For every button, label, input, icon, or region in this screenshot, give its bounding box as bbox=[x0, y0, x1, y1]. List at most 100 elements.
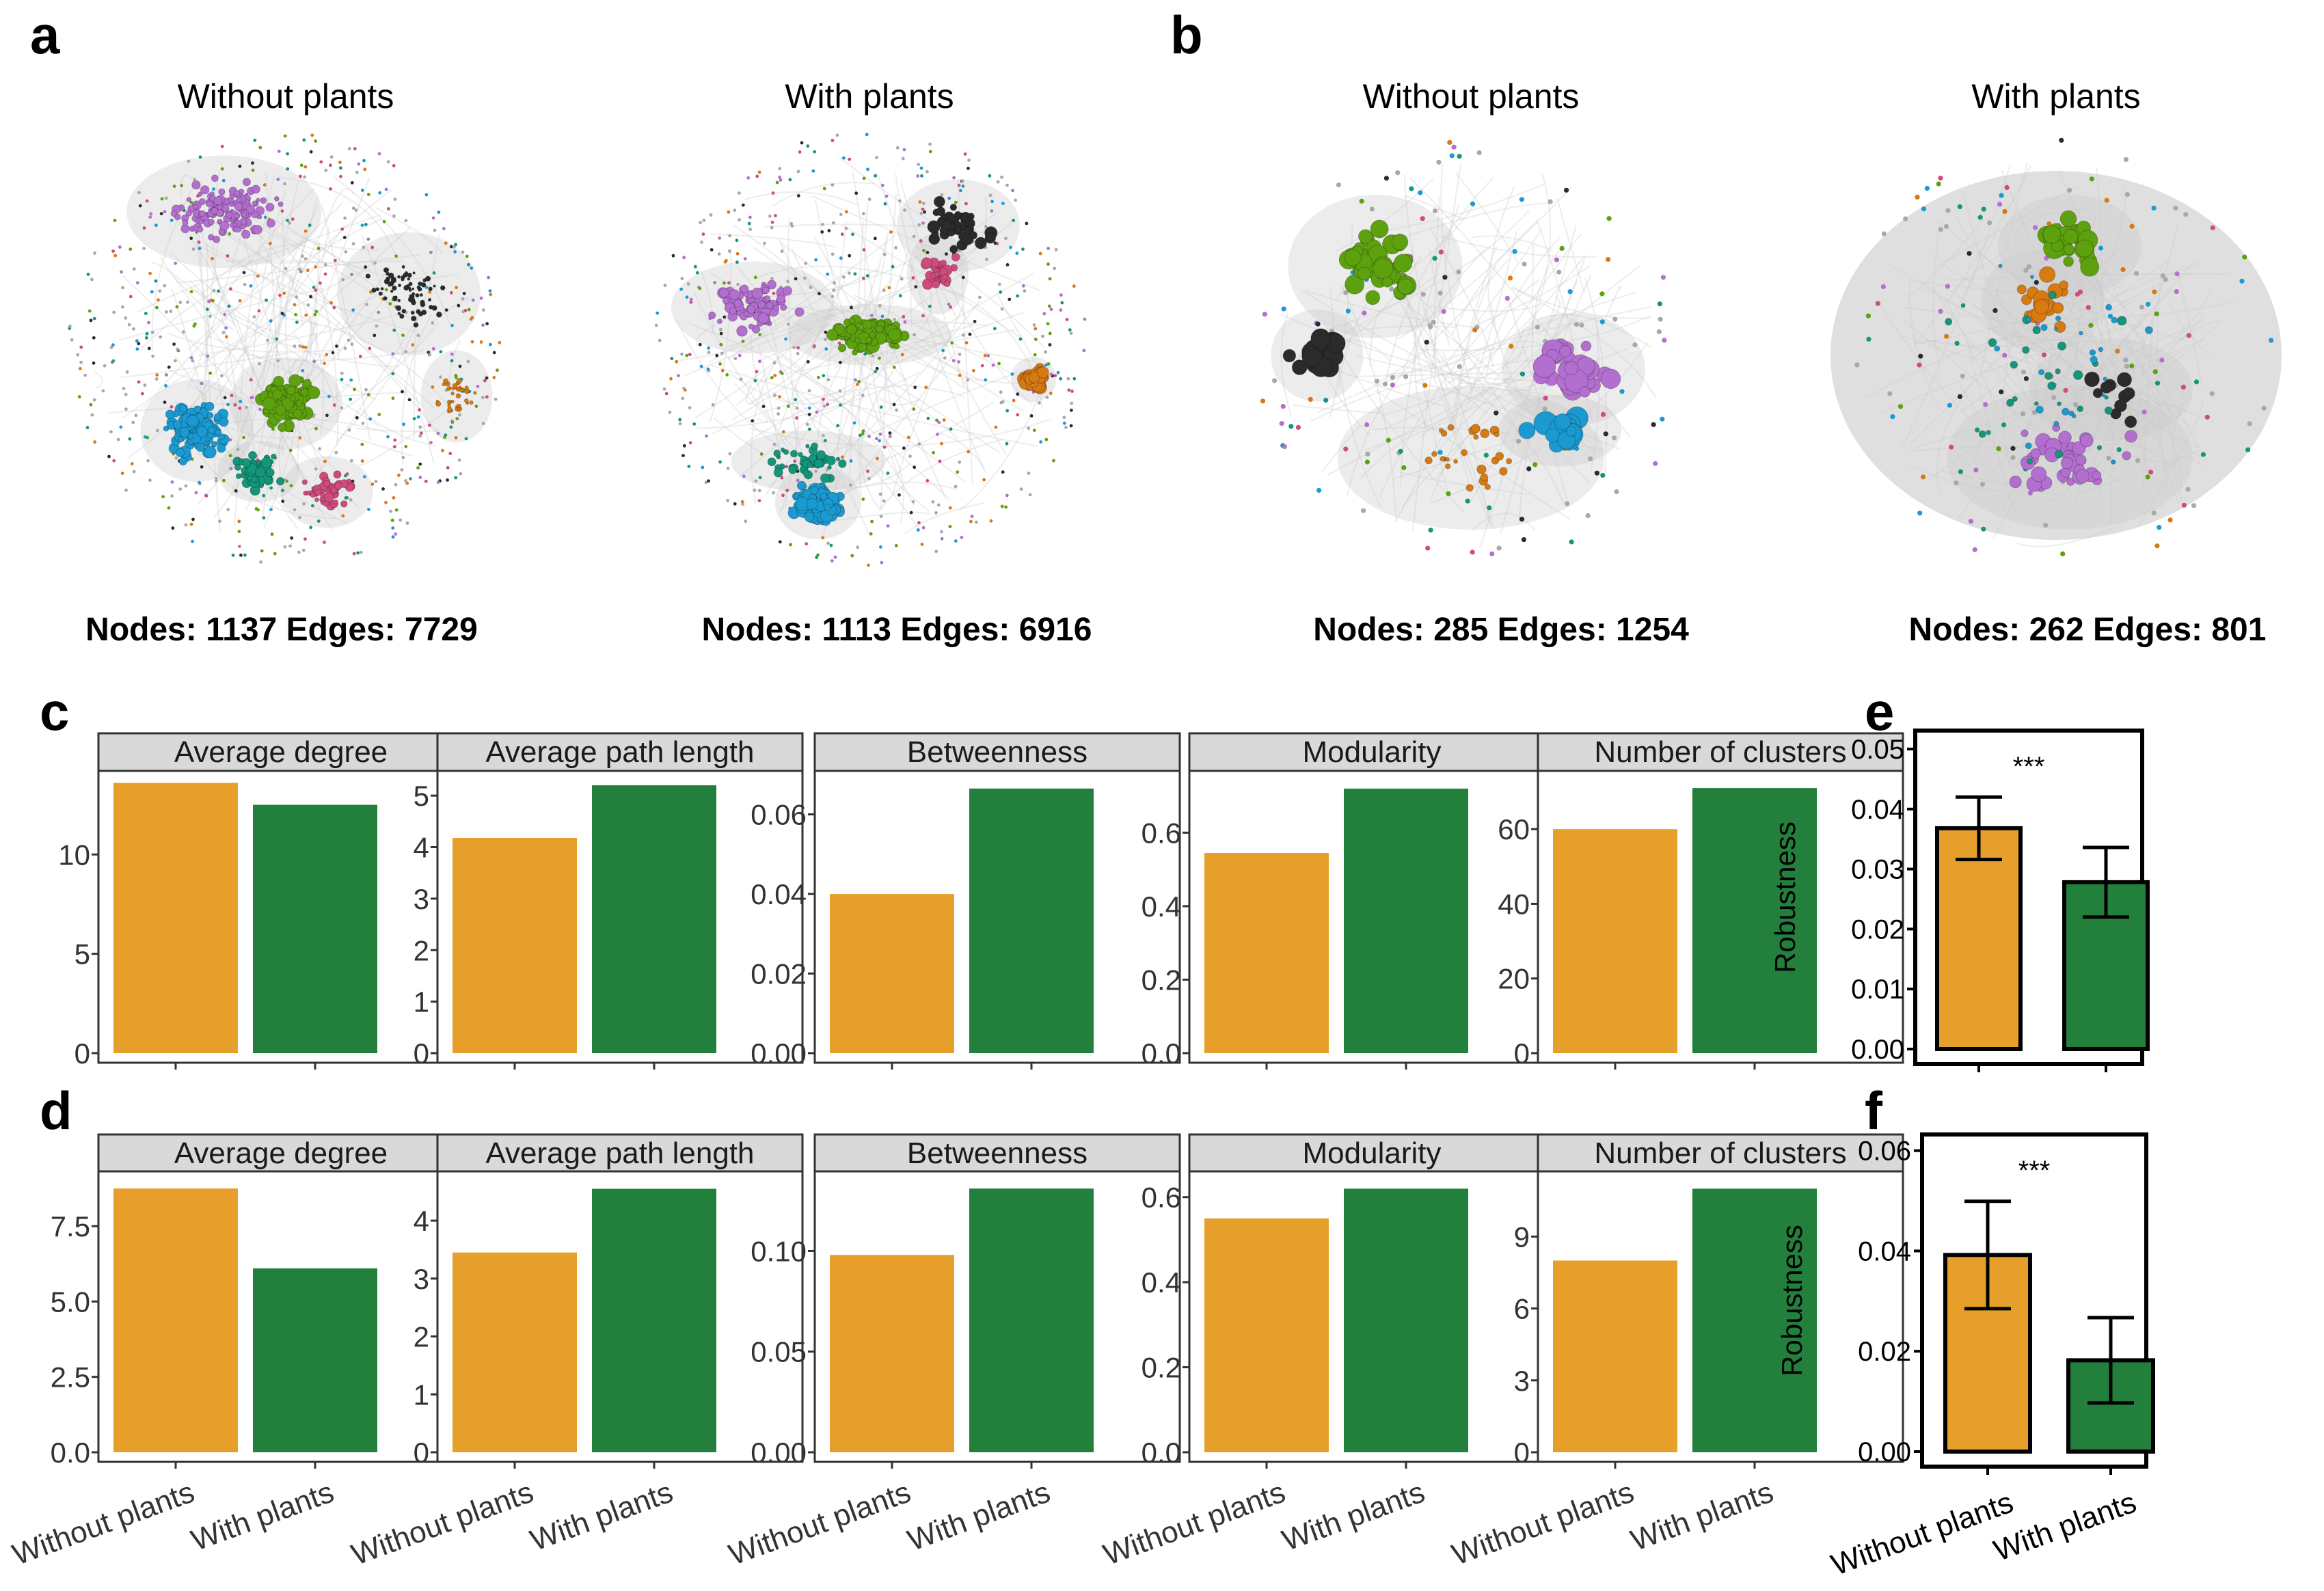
network-node bbox=[223, 312, 226, 316]
network-node bbox=[2063, 256, 2074, 267]
network-node bbox=[1457, 154, 1462, 159]
network-edge bbox=[401, 312, 433, 465]
network-edge bbox=[1454, 266, 1497, 429]
network-node bbox=[329, 163, 332, 167]
network-node bbox=[2031, 466, 2047, 482]
network-node bbox=[786, 280, 789, 284]
network-a-without bbox=[68, 133, 502, 564]
network-node bbox=[435, 311, 442, 318]
network-edge bbox=[2065, 338, 2169, 417]
bar-without-plants bbox=[113, 1188, 238, 1452]
network-node bbox=[961, 333, 965, 337]
network-node bbox=[852, 349, 858, 356]
network-edge bbox=[120, 353, 287, 379]
network-node bbox=[748, 228, 753, 231]
network-node bbox=[893, 343, 900, 350]
network-node bbox=[209, 298, 213, 302]
network-node bbox=[2059, 137, 2064, 143]
network-node bbox=[2057, 401, 2062, 407]
network-node bbox=[820, 230, 824, 234]
network-node bbox=[754, 479, 758, 483]
network-node bbox=[2067, 187, 2072, 193]
network-node bbox=[155, 305, 159, 310]
network-node bbox=[465, 254, 469, 258]
network-edge bbox=[1949, 253, 2004, 301]
network-node bbox=[1262, 312, 1267, 317]
network-node bbox=[852, 421, 856, 425]
network-node bbox=[306, 490, 311, 496]
network-node bbox=[346, 478, 352, 485]
network-edge bbox=[1435, 265, 1641, 453]
network-node bbox=[878, 492, 882, 496]
network-node bbox=[132, 327, 135, 331]
network-node bbox=[816, 450, 826, 460]
network-edge bbox=[288, 315, 312, 374]
network-node bbox=[813, 150, 817, 154]
network-node bbox=[288, 221, 292, 225]
network-node bbox=[2038, 369, 2045, 376]
network-node bbox=[307, 386, 321, 400]
network-edge bbox=[118, 287, 325, 341]
network-node bbox=[198, 155, 202, 159]
network-node bbox=[826, 455, 836, 465]
network-node bbox=[902, 446, 906, 450]
network-edge bbox=[1940, 470, 2066, 497]
network-node bbox=[2055, 450, 2064, 459]
network-node bbox=[772, 304, 780, 311]
y-tick-label: 4 bbox=[414, 1205, 429, 1237]
network-node bbox=[733, 357, 738, 360]
network-node bbox=[311, 504, 314, 508]
network-node bbox=[751, 325, 761, 334]
network-edge bbox=[142, 202, 343, 409]
network-node bbox=[914, 285, 918, 288]
network-edge bbox=[1910, 284, 2124, 345]
network-node bbox=[439, 350, 443, 354]
network-node bbox=[1440, 456, 1446, 462]
network-node bbox=[867, 563, 870, 567]
y-tick-label: 3 bbox=[414, 883, 429, 915]
network-node bbox=[917, 163, 920, 167]
network-node bbox=[1000, 307, 1004, 311]
network-node bbox=[192, 324, 196, 328]
network-node bbox=[2039, 266, 2056, 283]
network-node bbox=[830, 252, 835, 256]
network-node bbox=[1494, 410, 1499, 416]
network-node bbox=[404, 219, 408, 223]
network-node bbox=[428, 286, 433, 292]
network-edge bbox=[854, 295, 1034, 386]
network-node bbox=[825, 467, 829, 472]
network-node bbox=[1386, 437, 1391, 443]
network-node bbox=[349, 498, 353, 502]
network-node bbox=[1053, 374, 1057, 377]
network-edge bbox=[1404, 293, 1496, 530]
network-node bbox=[706, 367, 710, 371]
network-node bbox=[295, 400, 303, 407]
network-edge bbox=[247, 349, 423, 362]
y-tick-label: 0.05 bbox=[751, 1336, 807, 1368]
network-edge bbox=[1476, 265, 1590, 325]
network-edge bbox=[2074, 258, 2087, 445]
network-node bbox=[862, 277, 865, 280]
network-node bbox=[2029, 275, 2034, 280]
network-node bbox=[1054, 247, 1058, 251]
network-edge bbox=[1375, 390, 1571, 521]
network-node bbox=[302, 138, 306, 142]
network-edge bbox=[694, 325, 814, 419]
network-node bbox=[455, 393, 461, 399]
network-cluster-haze bbox=[337, 232, 481, 355]
network-node bbox=[982, 478, 986, 482]
network-node bbox=[1480, 473, 1489, 482]
network-node bbox=[265, 202, 275, 212]
y-tick-label: 7.5 bbox=[51, 1210, 90, 1242]
network-edge bbox=[1353, 325, 1458, 331]
network-edge bbox=[2109, 351, 2182, 395]
network-node bbox=[242, 178, 251, 187]
network-node bbox=[894, 246, 897, 249]
bar-without-plants bbox=[1553, 829, 1677, 1053]
network-node bbox=[849, 459, 853, 463]
network-cluster-haze bbox=[1338, 386, 1604, 530]
network-node bbox=[2104, 395, 2109, 400]
panel-letter-f: f bbox=[1865, 1080, 1882, 1141]
network-node bbox=[2002, 353, 2008, 358]
network-node bbox=[432, 271, 436, 275]
